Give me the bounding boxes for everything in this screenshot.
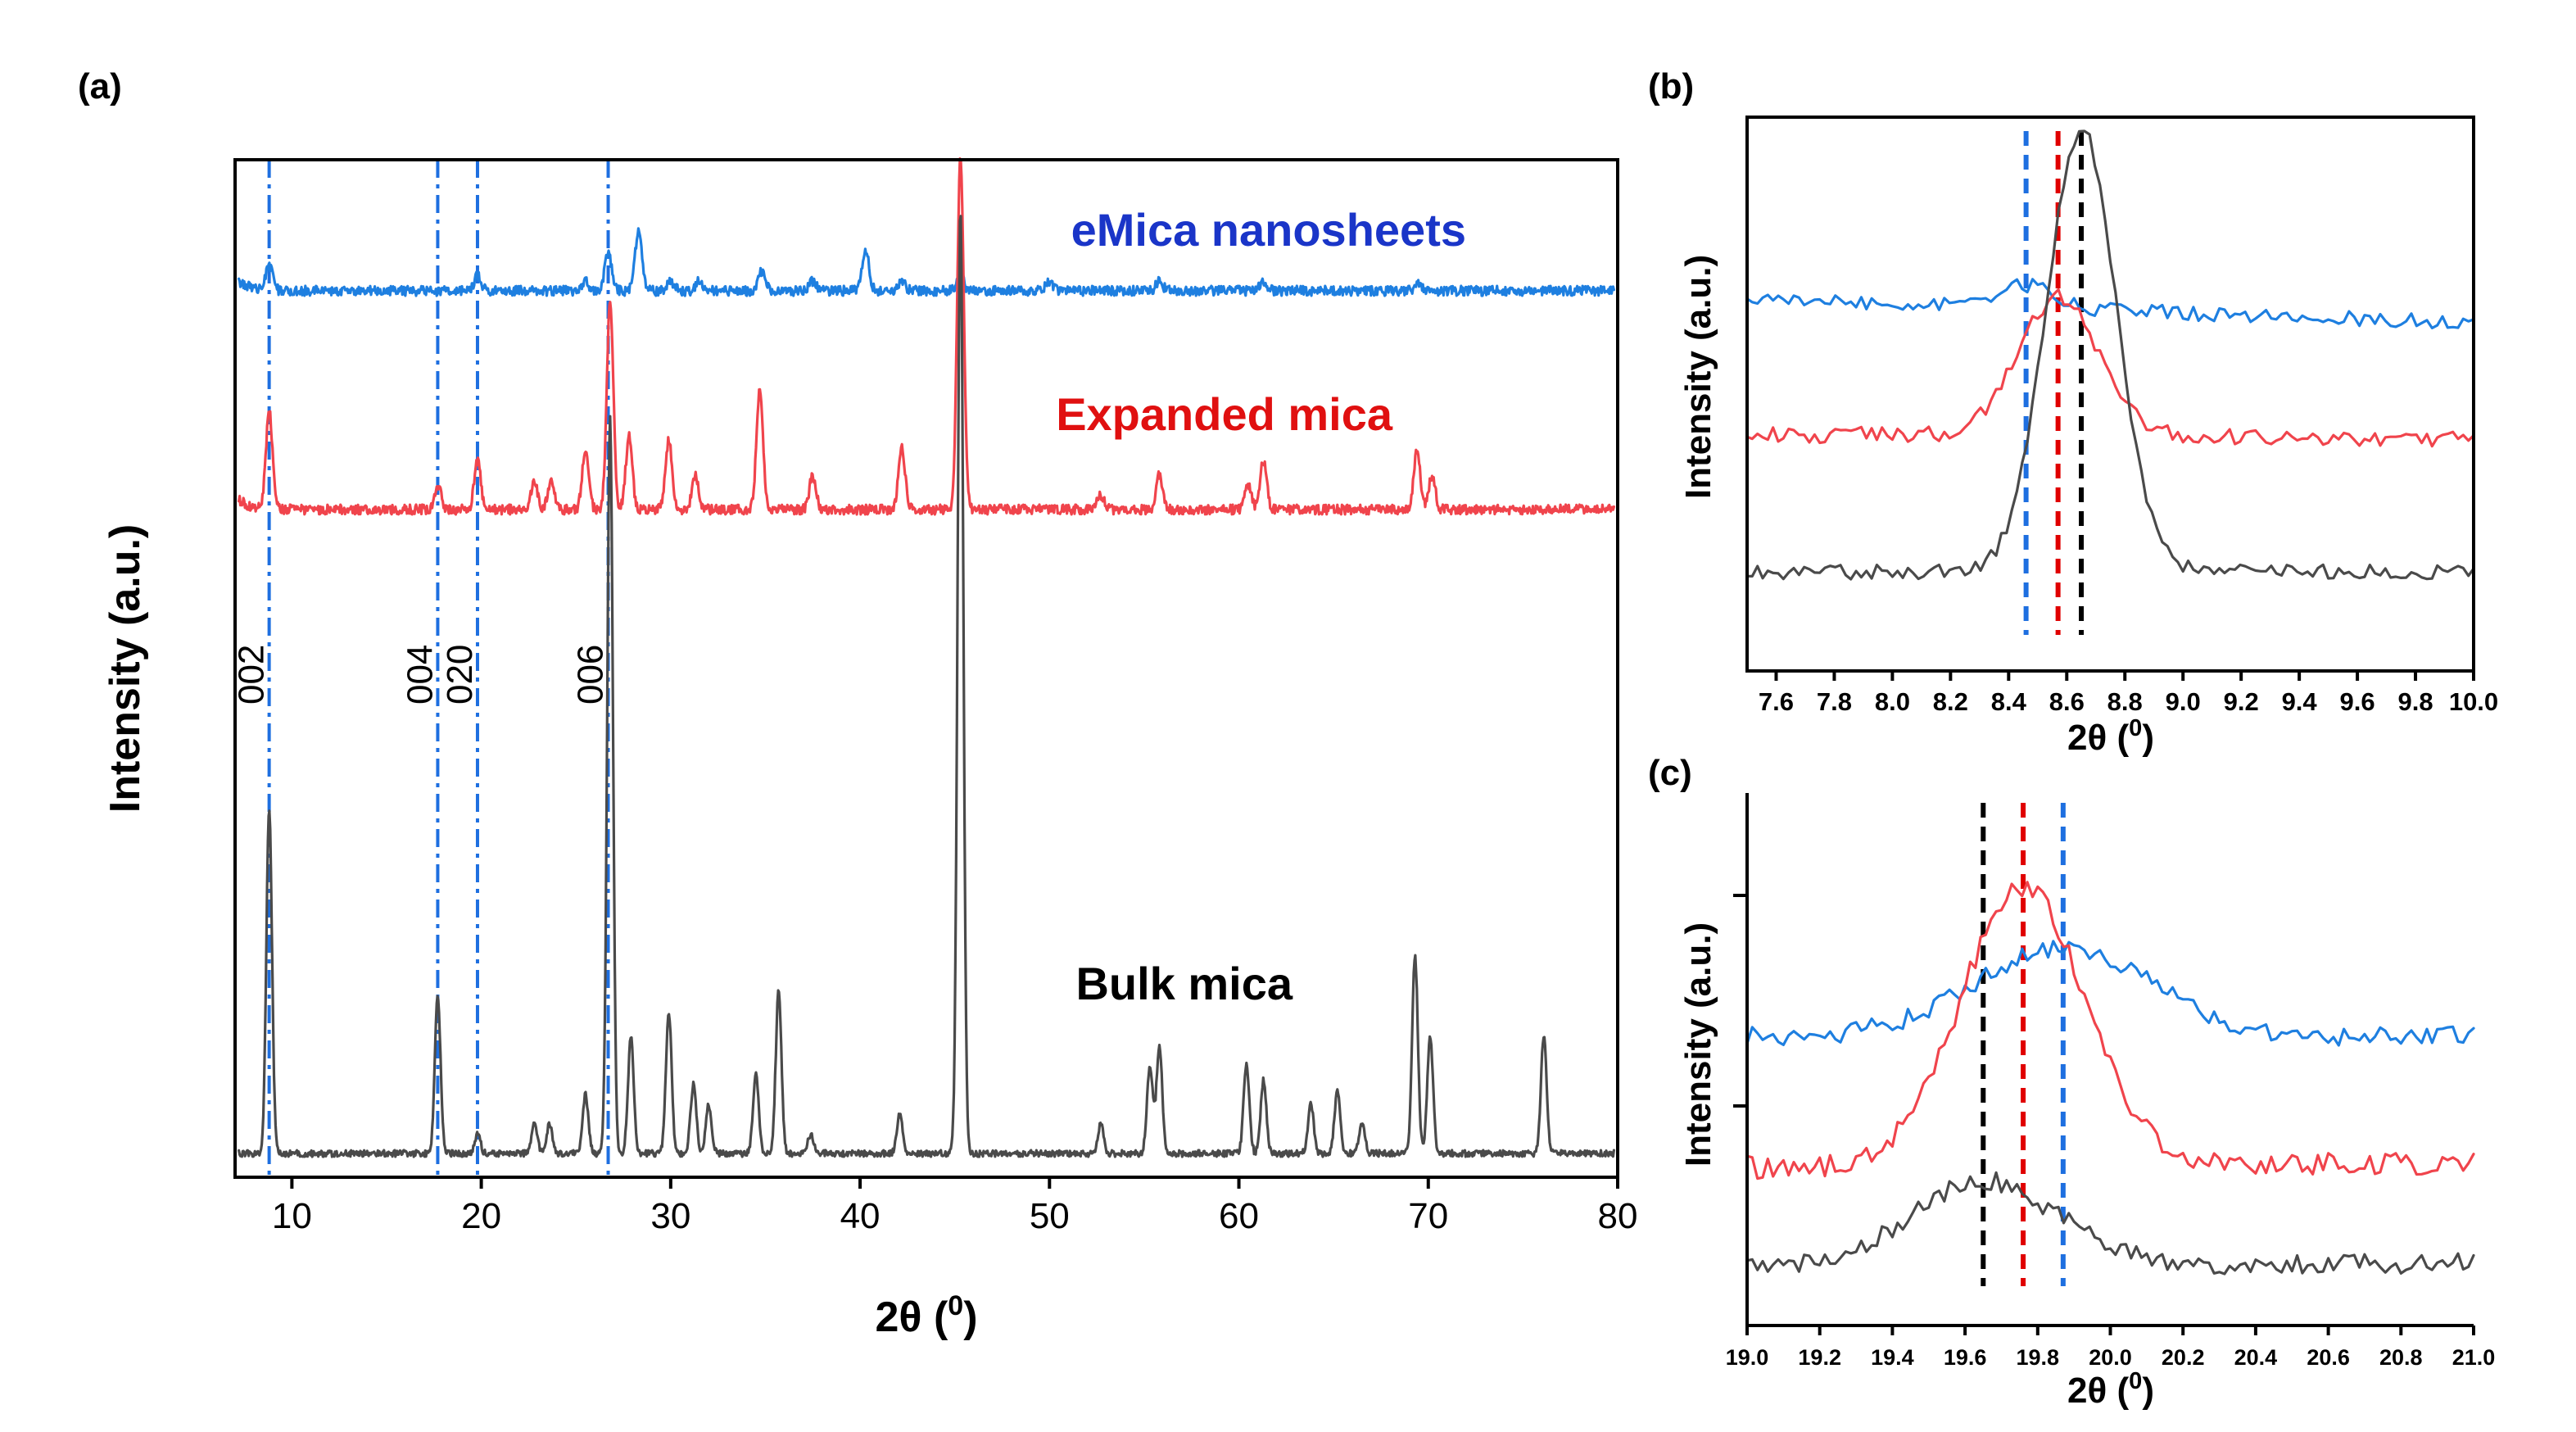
x-tick-label-19-6: 19.6	[1944, 1345, 1987, 1370]
series-bulk-mica	[1745, 129, 2475, 581]
panel-b-x-ticks: 7.6 7.8 8.0 8.2 8.4 8.6 8.8 9.0 9.2 9.4 9.6 9.8 10.0	[1759, 671, 2498, 716]
series-expanded-mica	[1745, 288, 2475, 448]
x-tick-label-20-0: 20.0	[2089, 1345, 2132, 1370]
x-tick-label-9-4: 9.4	[2282, 687, 2318, 716]
panel-a-x-ticks: 10 20 30 40 50 60 70 80	[272, 1177, 1638, 1236]
series-emica-nanosheets	[1745, 940, 2475, 1047]
panel-c-x-axis-title: 2θ (0)	[2067, 1368, 2154, 1411]
series-expanded-mica	[1745, 881, 2475, 1180]
x-tick-label-60: 60	[1219, 1196, 1259, 1236]
x-tick-label-9-6: 9.6	[2340, 687, 2375, 716]
x-tick-label-8-2: 8.2	[1933, 687, 1968, 716]
panel-c-traces	[1745, 881, 2475, 1276]
panel-b-y-axis-title: Intensity (a.u.)	[1678, 255, 1718, 499]
series-emica-nanosheets	[238, 227, 1615, 297]
x-tick-label-20-2: 20.2	[2162, 1345, 2205, 1370]
panel-b-frame	[1745, 116, 2475, 673]
legend-label-emica: eMica nanosheets	[1071, 204, 1466, 256]
panel-b-label: (b)	[1648, 66, 1694, 106]
panel-a-reference-lines: 002 004 020 006	[232, 160, 611, 1177]
series-bulk-mica	[1745, 1171, 2475, 1276]
panel-b-x-axis-title: 2θ (0)	[2067, 715, 2154, 758]
panel-b: (b) 7.6 7.8 8.0 8.2 8.4 8.6 8.8 9.0 9.2 9.4 9.6 9.8…	[1648, 66, 2498, 758]
reflection-label-006: 006	[571, 645, 611, 705]
series-bulk-mica	[238, 215, 1615, 1158]
legend-label-bulk: Bulk mica	[1075, 958, 1293, 1009]
x-tick-label-10-0: 10.0	[2449, 687, 2498, 716]
panel-c-label: (c)	[1648, 753, 1692, 793]
panel-a: (a) 002 004 020 006 10 20 30 40 50 60 70 80 2θ (0)…	[78, 66, 1637, 1341]
x-tick-label-21-0: 21.0	[2452, 1345, 2496, 1370]
panel-c: (c) 19.0 19.2 19.4 19.6 19.8 20.0 20.2 20.4 20.6…	[1648, 753, 2495, 1411]
x-tick-label-20-6: 20.6	[2307, 1345, 2350, 1370]
panel-c-x-ticks: 19.0 19.2 19.4 19.6 19.8 20.0 20.2 20.4 20.6 20.8…	[1726, 1326, 2496, 1370]
x-tick-label-9-0: 9.0	[2166, 687, 2201, 716]
x-tick-label-9-8: 9.8	[2397, 687, 2433, 716]
series-expanded-mica	[238, 157, 1615, 516]
legend-label-expanded: Expanded mica	[1056, 388, 1393, 440]
x-tick-label-50: 50	[1030, 1196, 1070, 1236]
x-tick-label-8-4: 8.4	[1991, 687, 2027, 716]
x-tick-label-8-6: 8.6	[2049, 687, 2085, 716]
x-tick-label-40: 40	[840, 1196, 881, 1236]
x-tick-label-7-8: 7.8	[1817, 687, 1852, 716]
x-tick-label-20: 20	[461, 1196, 501, 1236]
reflection-label-002: 002	[232, 645, 272, 705]
x-tick-label-80: 80	[1598, 1196, 1638, 1236]
panel-a-x-axis-title: 2θ (0)	[875, 1290, 977, 1341]
x-tick-label-10: 10	[272, 1196, 312, 1236]
panel-a-frame	[233, 158, 1619, 1179]
x-tick-label-8-0: 8.0	[1875, 687, 1910, 716]
x-tick-label-30: 30	[650, 1196, 690, 1236]
panel-a-label: (a)	[78, 66, 122, 106]
series-emica-nanosheets	[1745, 278, 2475, 329]
panel-a-traces	[238, 157, 1615, 1158]
reflection-label-020: 020	[440, 645, 480, 705]
x-tick-label-8-8: 8.8	[2107, 687, 2143, 716]
x-tick-label-19-4: 19.4	[1871, 1345, 1914, 1370]
x-tick-label-70: 70	[1408, 1196, 1448, 1236]
panel-b-traces	[1745, 129, 2475, 581]
panel-a-y-axis-title: Intensity (a.u.)	[102, 524, 149, 813]
x-tick-label-19-2: 19.2	[1798, 1345, 1841, 1370]
x-tick-label-7-6: 7.6	[1759, 687, 1794, 716]
x-tick-label-20-8: 20.8	[2379, 1345, 2423, 1370]
x-tick-label-20-4: 20.4	[2234, 1345, 2278, 1370]
panel-c-y-axis-title: Intensity (a.u.)	[1678, 922, 1718, 1167]
x-tick-label-19-8: 19.8	[2017, 1345, 2060, 1370]
x-tick-label-19-0: 19.0	[1726, 1345, 1769, 1370]
panel-c-dashed-markers	[1981, 803, 2066, 1286]
x-tick-label-9-2: 9.2	[2224, 687, 2259, 716]
reflection-label-004: 004	[400, 645, 440, 705]
